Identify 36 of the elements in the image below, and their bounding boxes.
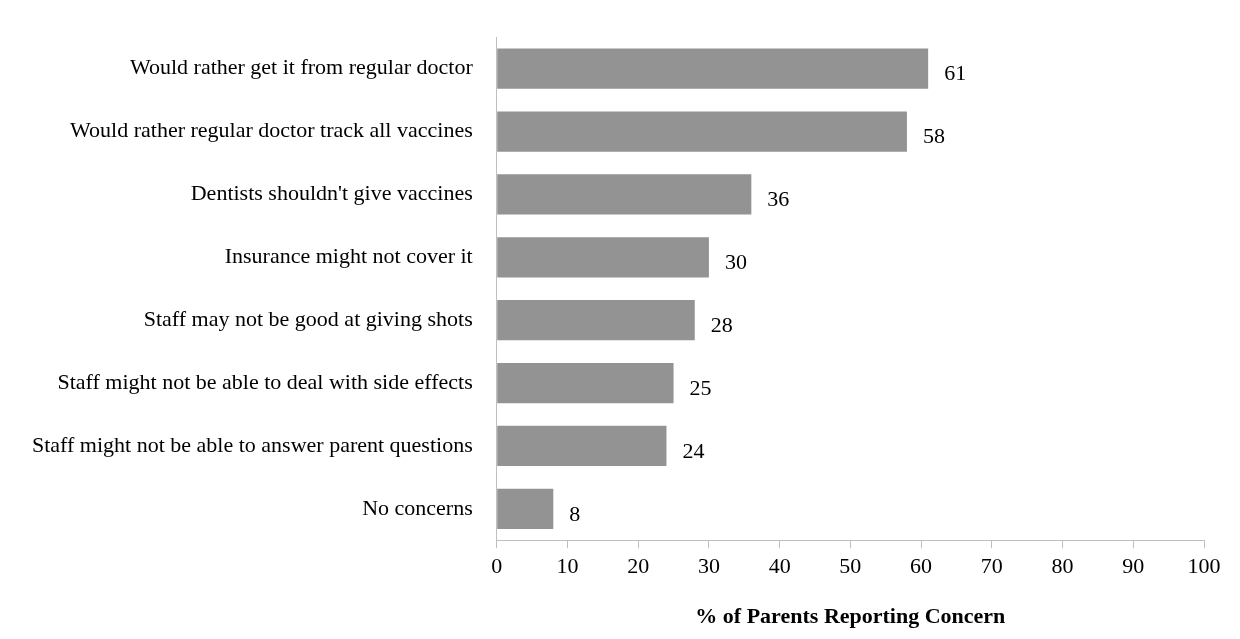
x-tick-label: 70 [980,553,1003,579]
bar [497,237,709,278]
y-tick-label: No concerns [362,494,473,520]
y-tick-label: Staff might not be able to answer parent questions [31,431,473,457]
data-label: 36 [767,186,790,212]
y-tick-label: Insurance might not cover it [224,243,473,269]
x-tick-label: 50 [839,553,862,579]
data-label: 58 [922,123,945,149]
y-tick-label: Dentists shouldn't give vaccines [190,180,473,206]
data-label: 8 [569,500,581,526]
x-axis-title: % of Parents Reporting Concern [695,603,1006,629]
y-tick-label: Would rather get it from regular doctor [129,54,474,80]
x-tick-label: 100 [1187,553,1221,579]
data-label: 28 [710,311,733,337]
x-tick-label: 80 [1051,553,1074,579]
bar [497,174,752,215]
y-tick-label: Staff may not be good at giving shots [143,305,473,331]
x-tick-label: 60 [910,553,933,579]
bar [497,362,674,404]
x-tick-label: 30 [697,553,720,579]
y-tick-label: Staff might not be able to deal with side effects [57,368,473,394]
y-tick-label: Would rather regular doctor track all vaccines [70,117,473,143]
data-label: 24 [682,437,705,463]
data-label: 61 [944,60,967,86]
x-tick-label: 10 [556,553,579,579]
x-tick-label: 0 [491,553,503,579]
bar [497,425,667,467]
bar [497,488,554,529]
x-tick-label: 90 [1122,553,1145,579]
data-label: 25 [689,374,712,400]
bar [497,48,929,89]
bar [497,111,907,152]
x-tick-label: 40 [768,553,791,579]
bar [497,300,695,341]
data-label: 30 [724,249,747,275]
x-tick-label: 20 [627,553,650,579]
